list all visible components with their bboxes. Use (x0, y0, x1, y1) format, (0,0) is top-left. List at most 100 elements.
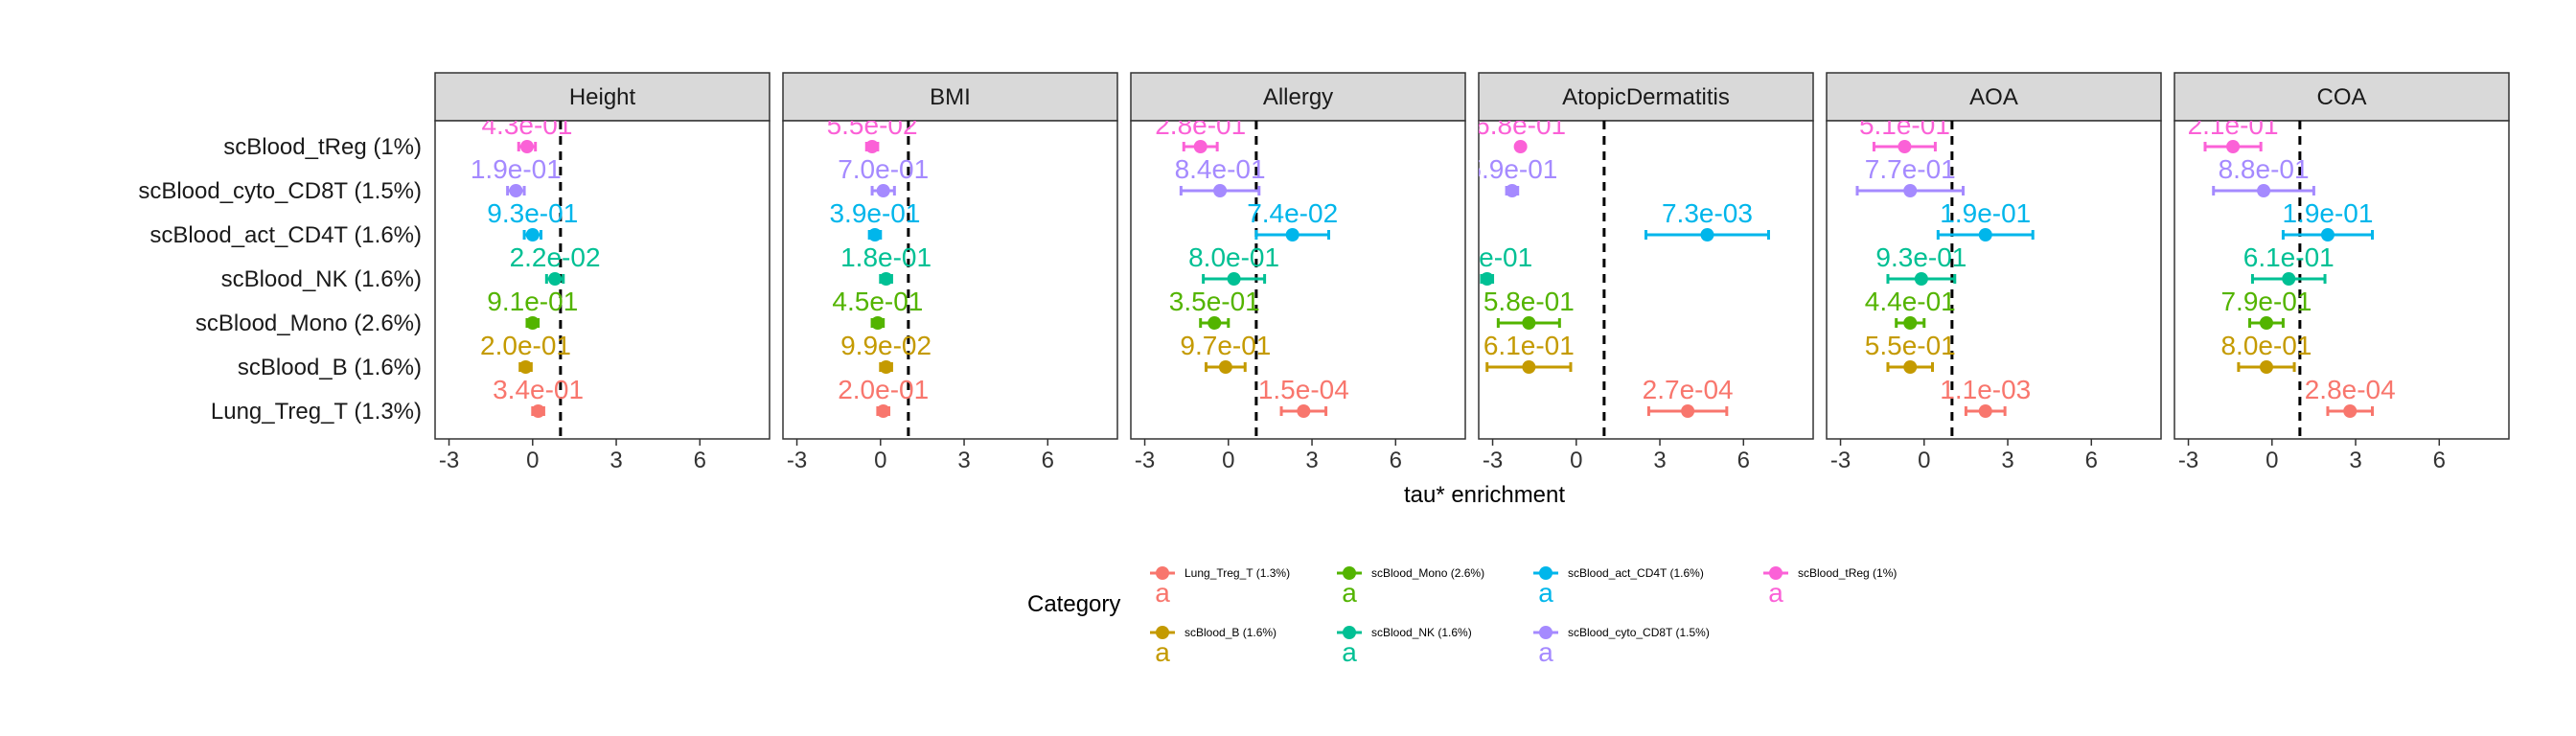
p-value-label: 2.1e-01 (2188, 110, 2279, 140)
point-scblood-nk-1-6 (879, 272, 893, 286)
point-lung-treg-t-1-3 (876, 404, 890, 418)
x-tick-label: 6 (1737, 448, 1750, 473)
point-scblood-act-cd4t-1-6 (867, 228, 882, 242)
panel-border (1130, 120, 1466, 440)
point-scblood-b-1-6 (2259, 360, 2273, 374)
p-value-label: 2.2e-02 (510, 242, 601, 272)
point-scblood-cyto-cd8t-1-5 (1505, 184, 1519, 197)
point-scblood-b-1-6 (879, 360, 893, 374)
x-tick-label: 3 (2001, 448, 2013, 473)
legend-item-scblood-treg-1: a scBlood_tReg (1%) (1763, 566, 1897, 608)
point-scblood-nk-1-6 (2282, 272, 2296, 286)
legend-key-text: a (1155, 578, 1170, 608)
p-value-label: 5.1e-01 (1859, 110, 1950, 140)
p-value-label: 9.9e-02 (840, 331, 932, 360)
p-value-label: 1.9e-01 (471, 154, 562, 184)
p-value-label: 7.9e-01 (2220, 287, 2312, 316)
p-value-label: 7.7e-01 (1865, 154, 1956, 184)
facet-title: COA (2316, 84, 2366, 110)
facet-strip (2174, 72, 2510, 122)
p-value-label: 8.0e-01 (1188, 242, 1279, 272)
legend-key-text: a (1342, 637, 1357, 667)
legend-item-scblood-cyto-cd8t-1-5: a scBlood_cyto_CD8T (1.5%) (1533, 626, 1710, 667)
point-lung-treg-t-1-3 (1681, 404, 1695, 418)
legend-key-text: a (1768, 578, 1783, 608)
legend-title: Category (1027, 591, 1120, 617)
point-scblood-mono-2-6 (2259, 316, 2273, 330)
y-axis-labels: scBlood_tReg (1%) scBlood_cyto_CD8T (1.5%… (138, 134, 422, 425)
p-value-label: 8.8e-01 (2219, 154, 2310, 184)
p-value-label: 9.3e-01 (1875, 242, 1966, 272)
facet-title: Height (569, 84, 636, 110)
y-label-scblood-mono-2-6: scBlood_Mono (2.6%) (196, 310, 422, 336)
p-value-label: 2.8e-04 (2305, 375, 2396, 404)
p-value-label: 7.0e-01 (838, 154, 929, 184)
legend-key-text: a (1342, 578, 1357, 608)
legend-label: scBlood_cyto_CD8T (1.5%) (1568, 626, 1710, 639)
x-tick-label: -3 (439, 448, 459, 473)
point-lung-treg-t-1-3 (2343, 404, 2358, 418)
legend-key-text: a (1538, 637, 1553, 667)
p-value-label: 5.9e-01 (1466, 154, 1557, 184)
point-scblood-mono-2-6 (1522, 316, 1536, 330)
x-tick-label: 3 (1305, 448, 1318, 473)
panel-bmi: BMI 5.5e-02 7.0e-01 3.9e-01 1.8e-01 4.5e-01 9.… (782, 72, 1118, 473)
p-value-label: 2.8e-01 (1155, 110, 1246, 140)
p-value-label: 1.1e-03 (1940, 375, 2031, 404)
x-tick-label: 6 (1390, 448, 1402, 473)
legend: Category a Lung_Treg_T (1.3%) a scBlood_Mon… (1027, 566, 1897, 667)
x-tick-label: 6 (2085, 448, 2098, 473)
point-scblood-b-1-6 (518, 360, 533, 374)
legend-item-lung-treg-t-1-3: a Lung_Treg_T (1.3%) (1150, 566, 1290, 608)
p-value-label: 1.8e-01 (840, 242, 932, 272)
x-axis-label: tau* enrichment (1404, 482, 1565, 508)
x-tick-label: -3 (1135, 448, 1155, 473)
point-scblood-act-cd4t-1-6 (2320, 228, 2334, 242)
y-label-scblood-nk-1-6: scBlood_NK (1.6%) (221, 266, 422, 292)
p-value-label: 7.3e-03 (1662, 198, 1753, 228)
y-label-scblood-treg-1: scBlood_tReg (1%) (223, 134, 422, 160)
point-scblood-nk-1-6 (1227, 272, 1241, 286)
p-value-label: 5.8e-01 (1484, 287, 1575, 316)
point-scblood-treg-1 (865, 140, 880, 153)
point-scblood-treg-1 (1193, 140, 1208, 153)
point-scblood-mono-2-6 (525, 316, 540, 330)
x-tick-label: 6 (694, 448, 706, 473)
facet-strip (434, 72, 770, 122)
point-scblood-b-1-6 (1218, 360, 1232, 374)
p-value-label: 4.3e-01 (481, 110, 572, 140)
point-scblood-b-1-6 (1903, 360, 1918, 374)
x-tick-label: 0 (526, 448, 539, 473)
p-value-label: 9.7e-01 (1180, 331, 1271, 360)
x-tick-label: 0 (1918, 448, 1930, 473)
legend-key-text: a (1538, 578, 1553, 608)
legend-label: scBlood_NK (1.6%) (1371, 626, 1472, 639)
legend-item-scblood-b-1-6: a scBlood_B (1.6%) (1150, 626, 1276, 667)
point-scblood-act-cd4t-1-6 (1700, 228, 1714, 242)
x-tick-label: 0 (1570, 448, 1582, 473)
point-scblood-act-cd4t-1-6 (1978, 228, 1992, 242)
point-scblood-cyto-cd8t-1-5 (876, 184, 890, 197)
p-value-label: 6.1e-01 (2243, 242, 2334, 272)
point-scblood-treg-1 (1898, 140, 1912, 153)
p-value-label: 4.4e-01 (1865, 287, 1956, 316)
legend-label: scBlood_Mono (2.6%) (1371, 566, 1484, 580)
point-scblood-cyto-cd8t-1-5 (2257, 184, 2271, 197)
panel-coa: COA 2.1e-01 8.8e-01 1.9e-01 6.1e-01 7.9e-01 8.… (2174, 72, 2510, 473)
point-scblood-b-1-6 (1522, 360, 1536, 374)
legend-key-point (1156, 566, 1169, 580)
point-scblood-act-cd4t-1-6 (1285, 228, 1300, 242)
facet-title: AOA (1969, 84, 2018, 110)
p-value-label: 3.4e-01 (493, 375, 584, 404)
p-value-label: 9.3e-01 (487, 198, 578, 228)
panel-aoa: AOA 5.1e-01 7.7e-01 1.9e-01 9.3e-01 4.4e-01 5.… (1826, 72, 2162, 473)
facet-title: AtopicDermatitis (1562, 84, 1730, 110)
p-value-label: 2.7e-04 (1643, 375, 1734, 404)
x-tick-label: -3 (787, 448, 807, 473)
facet-title: Allergy (1263, 84, 1333, 110)
y-label-scblood-b-1-6: scBlood_B (1.6%) (238, 355, 422, 380)
x-tick-label: 6 (2433, 448, 2446, 473)
point-scblood-nk-1-6 (1914, 272, 1928, 286)
